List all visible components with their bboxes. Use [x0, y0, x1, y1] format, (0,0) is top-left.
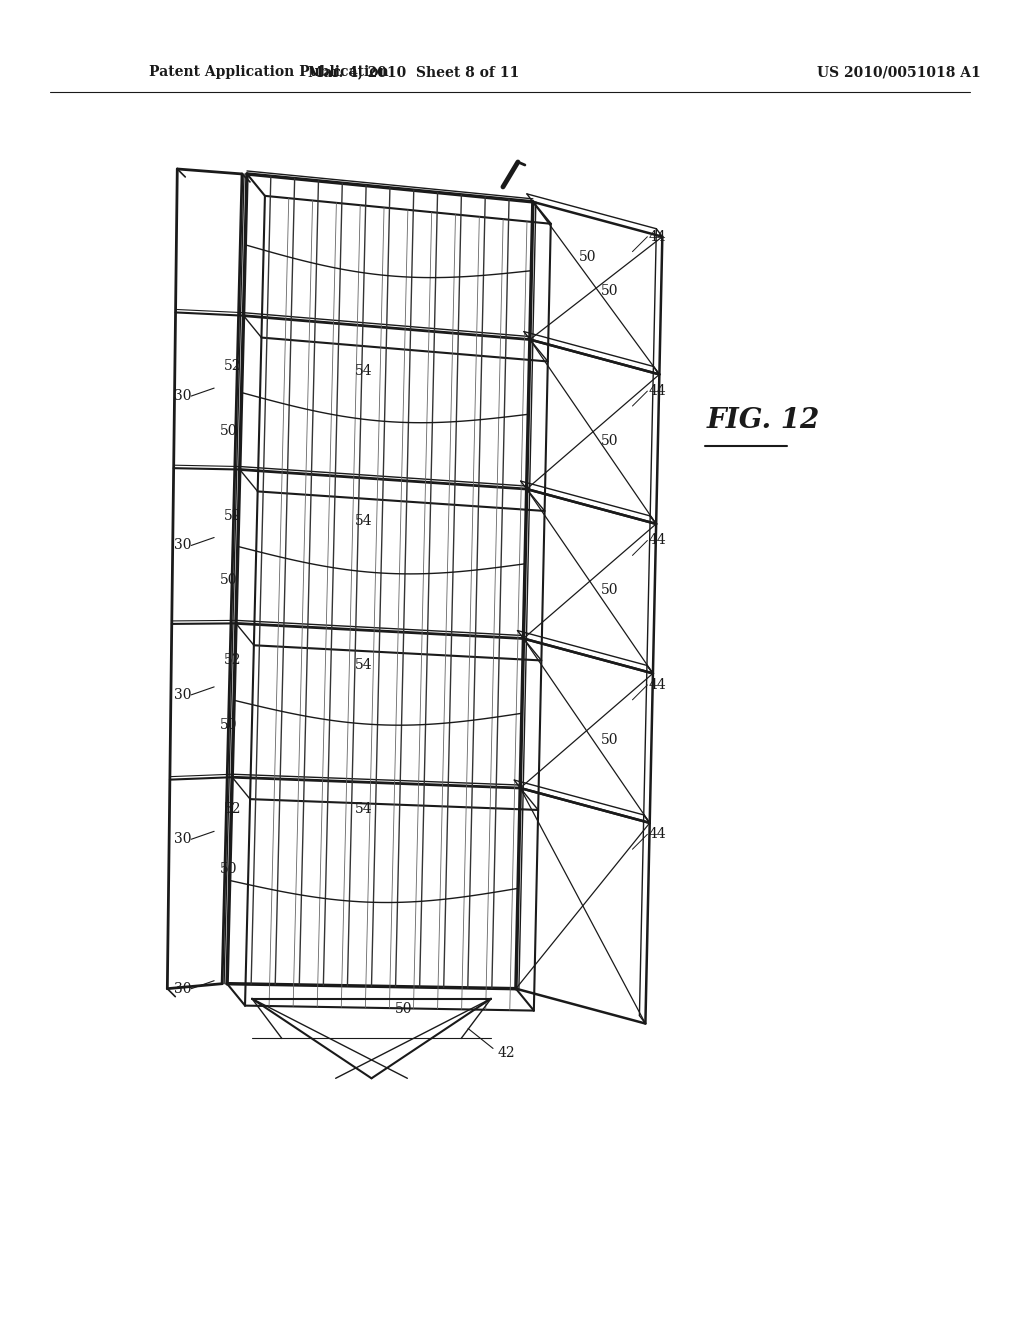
- Text: 50: 50: [220, 862, 238, 876]
- Text: 50: 50: [579, 249, 596, 264]
- Text: 50: 50: [601, 583, 618, 597]
- Text: 54: 54: [354, 657, 373, 672]
- Text: 50: 50: [601, 285, 618, 298]
- Text: 44: 44: [648, 533, 667, 548]
- Text: 50: 50: [601, 434, 618, 447]
- Text: 54: 54: [354, 364, 373, 378]
- Text: 50: 50: [220, 424, 238, 438]
- Text: 44: 44: [648, 230, 667, 244]
- Text: US 2010/0051018 A1: US 2010/0051018 A1: [817, 66, 980, 79]
- Text: 54: 54: [354, 513, 373, 528]
- Text: 44: 44: [648, 384, 667, 399]
- Text: 44: 44: [648, 828, 667, 841]
- Text: 50: 50: [220, 718, 238, 731]
- Text: 52: 52: [224, 508, 242, 523]
- Text: 50: 50: [601, 733, 618, 747]
- Text: 30: 30: [173, 539, 191, 553]
- Text: 50: 50: [394, 1002, 412, 1015]
- Text: 30: 30: [173, 389, 191, 403]
- Text: 30: 30: [173, 982, 191, 995]
- Text: 30: 30: [173, 688, 191, 702]
- Text: 52: 52: [224, 803, 242, 816]
- Text: 52: 52: [224, 359, 242, 374]
- Text: Patent Application Publication: Patent Application Publication: [150, 66, 389, 79]
- Text: 52: 52: [224, 653, 242, 667]
- Text: 30: 30: [173, 833, 191, 846]
- Text: Mar. 4, 2010  Sheet 8 of 11: Mar. 4, 2010 Sheet 8 of 11: [307, 66, 519, 79]
- Text: 42: 42: [497, 1047, 515, 1060]
- Text: FIG. 12: FIG. 12: [708, 408, 820, 434]
- Text: 54: 54: [354, 803, 373, 816]
- Text: 44: 44: [648, 678, 667, 692]
- Text: 50: 50: [220, 573, 238, 587]
